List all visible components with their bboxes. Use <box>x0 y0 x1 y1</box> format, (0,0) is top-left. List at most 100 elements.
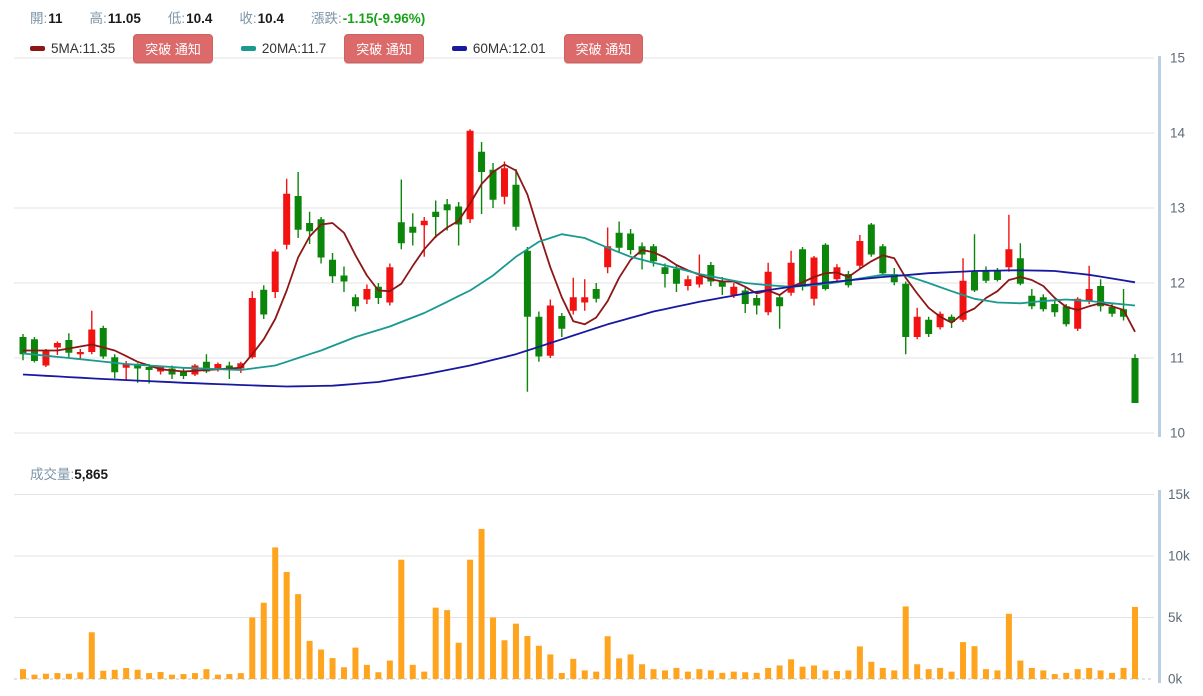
low-readout: 低:10.4 <box>167 11 213 26</box>
candle-down <box>1028 295 1036 307</box>
volume-bar <box>214 674 221 679</box>
candle-down <box>902 283 910 337</box>
candle-down <box>294 196 302 230</box>
candle-down <box>661 267 669 274</box>
volume-bar <box>306 640 313 679</box>
candle-down <box>397 222 405 244</box>
volume-bar <box>20 669 26 679</box>
volume-bar <box>558 672 565 679</box>
volume-bar <box>879 667 886 679</box>
price-tick-label: 13 <box>1170 201 1185 216</box>
volume-bar <box>1120 667 1127 679</box>
price-tick-label: 14 <box>1170 126 1186 141</box>
volume-bar <box>753 672 760 679</box>
candle-up <box>214 364 222 370</box>
candle-down <box>558 316 566 329</box>
candle-up <box>569 297 577 311</box>
candle-down <box>867 224 875 255</box>
candle-down <box>879 246 887 274</box>
ma5-readout: 5MA:11.35 <box>51 40 116 56</box>
volume-bar <box>581 670 588 679</box>
volume-bar <box>398 559 405 679</box>
volume-bar <box>811 665 818 679</box>
volume-bar <box>329 658 336 679</box>
volume-bar <box>1040 670 1047 679</box>
candle-down <box>925 319 933 334</box>
volume-bar <box>822 670 829 679</box>
volume-bar <box>352 647 359 679</box>
volume-bar <box>1005 613 1012 679</box>
volume-bar <box>524 635 531 679</box>
candle-up <box>363 289 371 300</box>
volume-bar <box>42 673 49 679</box>
volume-bar <box>776 665 783 679</box>
change-readout: 漲跌:-1.15(-9.96%) <box>310 11 426 26</box>
volume-bar <box>673 667 680 679</box>
candle-up <box>466 130 474 220</box>
volume-bar <box>512 623 519 679</box>
volume-bars <box>20 528 1138 679</box>
price-tick-label: 10 <box>1170 426 1185 441</box>
20ma-line <box>22 233 1136 371</box>
volume-bar <box>650 669 657 679</box>
candle-up <box>420 220 428 226</box>
candle-down <box>225 365 233 370</box>
volume-bar <box>730 671 737 679</box>
ma60-line-icon <box>451 45 467 51</box>
candle-down <box>1120 309 1128 317</box>
volume-bar <box>971 646 978 679</box>
candle-down <box>707 265 715 282</box>
candle-up <box>1005 249 1013 268</box>
volume-tick-label: 10k <box>1168 549 1190 564</box>
candle-up <box>959 280 967 320</box>
volume-tick-label: 0k <box>1168 672 1183 687</box>
candle-down <box>65 340 73 353</box>
candle-down <box>374 286 382 298</box>
candle-up <box>88 329 96 352</box>
candle-down <box>202 361 210 372</box>
ma20-line-icon <box>240 45 256 51</box>
candle-down <box>260 289 268 315</box>
candle-down <box>455 206 463 225</box>
volume-bar <box>982 669 989 679</box>
candle-down <box>948 316 956 322</box>
volume-bar <box>742 672 749 679</box>
candle-down <box>99 328 107 357</box>
volume-bar <box>283 571 290 679</box>
volume-bar <box>375 672 382 679</box>
candle-up <box>53 343 61 348</box>
volume-bar <box>191 673 198 679</box>
chart-header: 開:11 高:11.05 低:10.4 收:10.4 漲跌:-1.15(-9.9… <box>30 8 671 63</box>
ma20-breakout-alert-button[interactable]: 突破 通知 <box>344 33 424 63</box>
candle-down <box>753 298 761 306</box>
axis-tick-labels: 15 14 13 12 11 10 15k 10k 5k 0k <box>1168 51 1190 687</box>
volume-bar <box>1097 670 1104 679</box>
volume-bar <box>616 658 623 679</box>
volume-bar <box>272 547 279 679</box>
candle-down <box>1131 358 1139 403</box>
price-tick-label: 12 <box>1170 276 1185 291</box>
volume-bar <box>490 617 497 679</box>
volume-bar <box>902 606 909 679</box>
candle-up <box>730 286 738 295</box>
volume-bar <box>639 664 646 679</box>
candle-down <box>168 368 176 375</box>
candle-up <box>386 267 394 303</box>
candle-down <box>890 274 898 283</box>
volume-bar <box>260 602 267 679</box>
candle-up <box>76 352 84 355</box>
ma60-breakout-alert-button[interactable]: 突破 通知 <box>563 33 644 63</box>
volume-bar <box>1017 660 1024 679</box>
volume-bar <box>444 610 451 679</box>
ma20-readout: 20MA:11.7 <box>261 40 327 56</box>
volume-bar <box>593 671 600 679</box>
candle-down <box>317 219 325 258</box>
volume-bar <box>535 645 542 679</box>
volume-bar <box>707 670 714 679</box>
ma5-breakout-alert-button[interactable]: 突破 通知 <box>133 33 213 63</box>
volume-bar <box>1086 667 1093 679</box>
candle-down <box>799 249 807 287</box>
ma-legend: 5MA:11.35 突破 通知 20MA:11.7 突破 通知 60MA:12.… <box>30 33 671 63</box>
candle-up <box>283 193 291 245</box>
